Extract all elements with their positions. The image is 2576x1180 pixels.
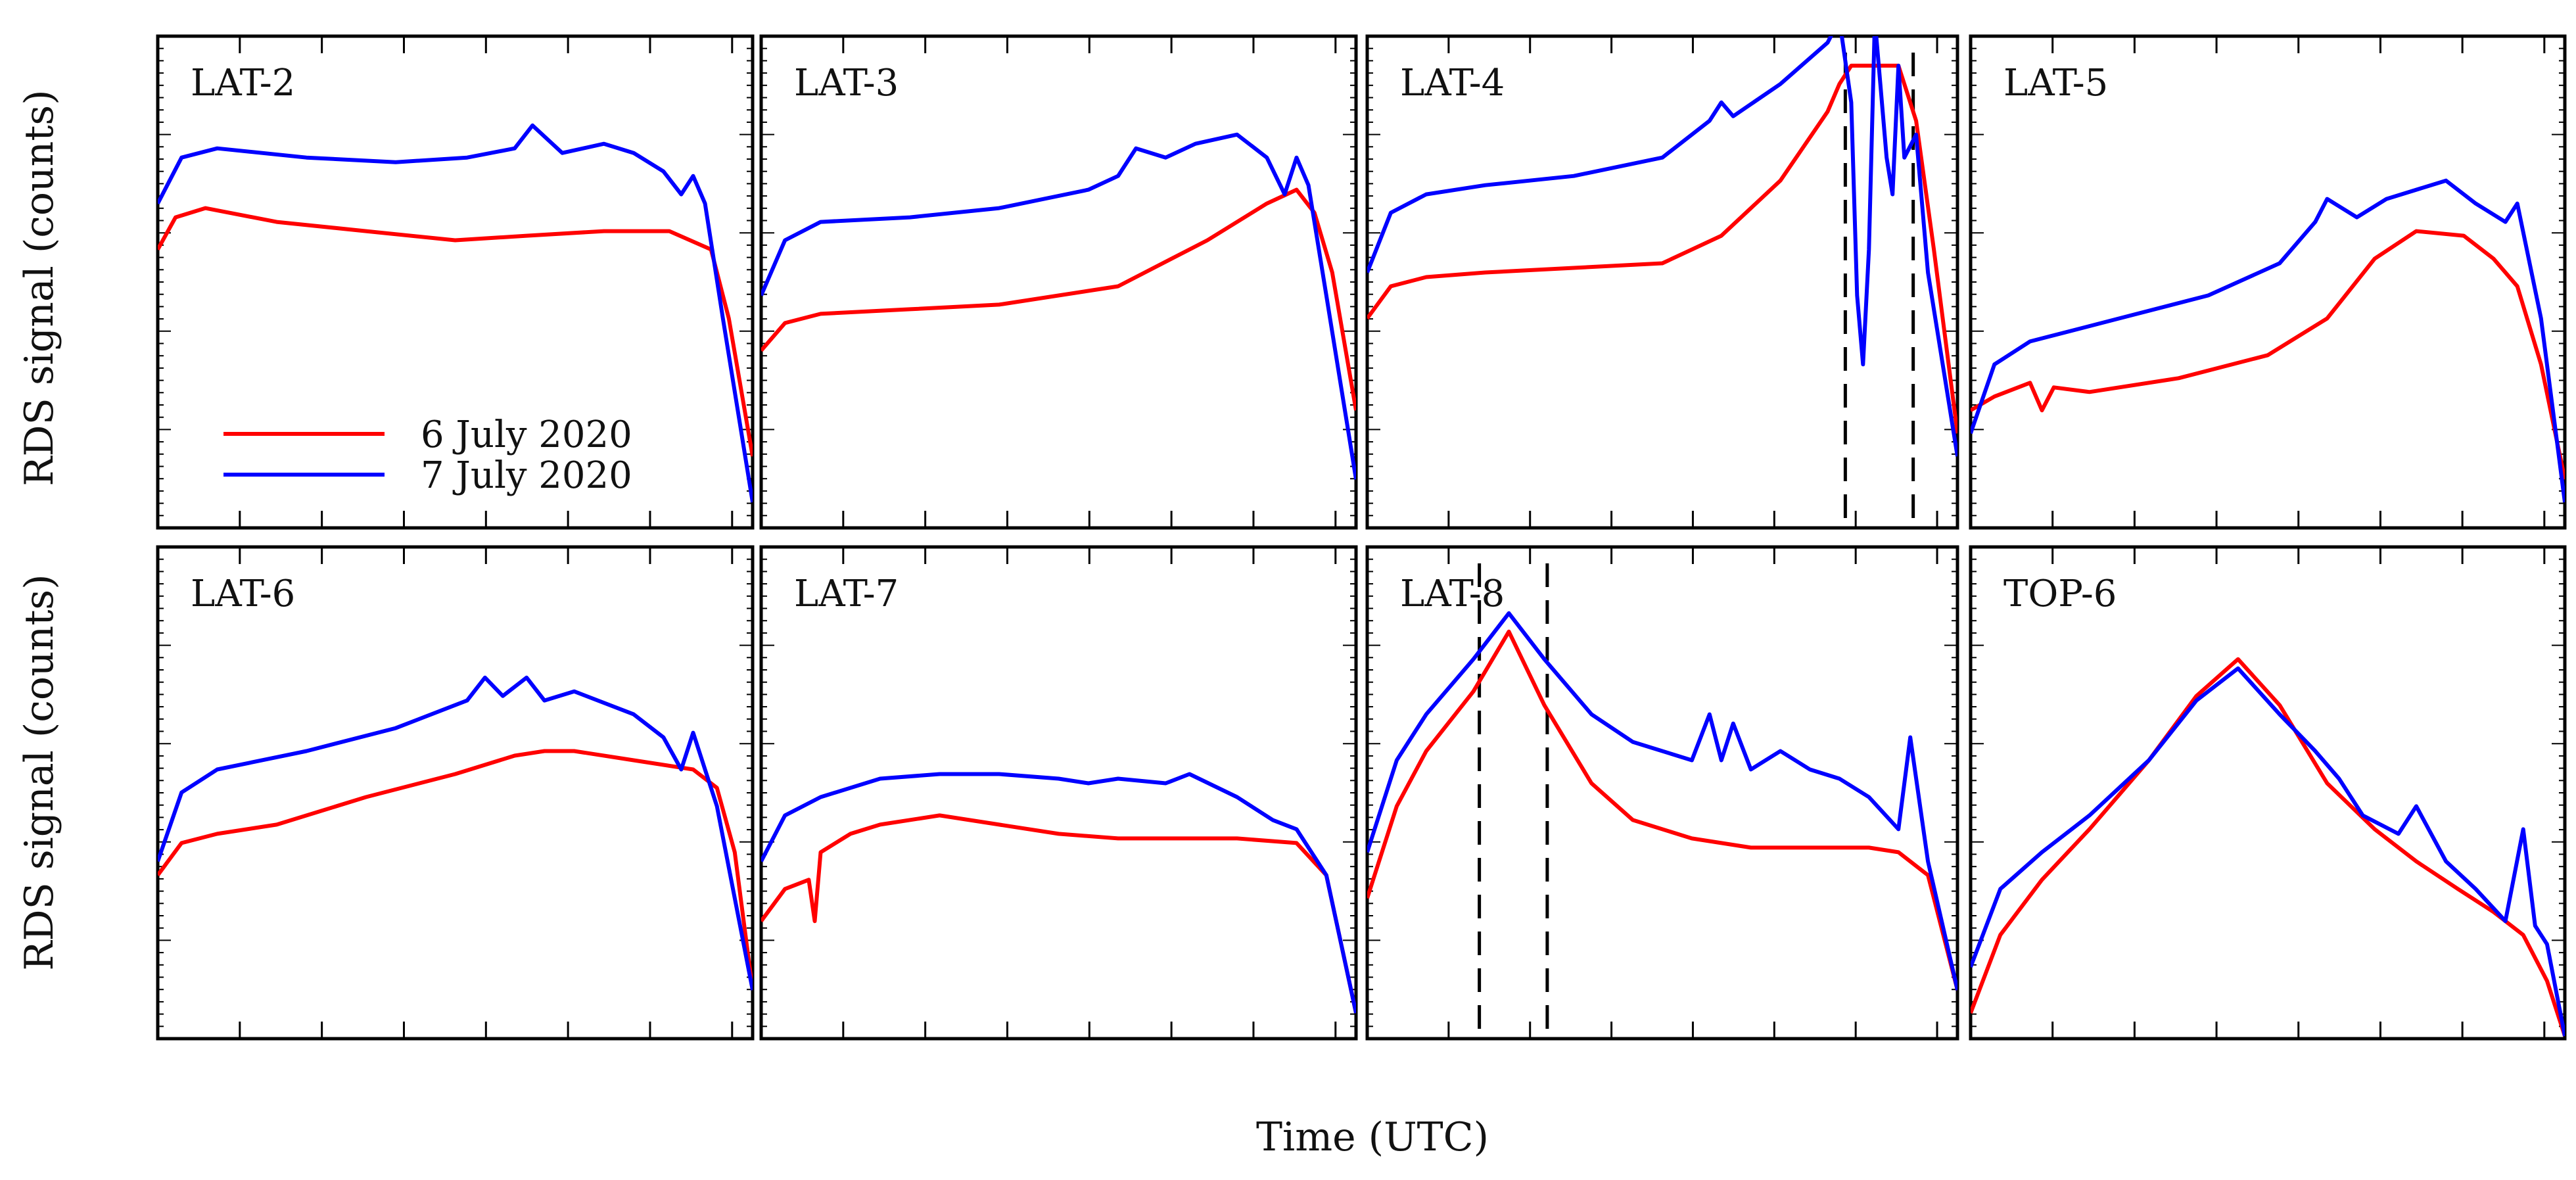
series-line-7-july-2020 xyxy=(1971,178,2565,503)
y-axis-label-top: RDS signal (counts) xyxy=(16,89,62,486)
panel-title-top-6: TOP-6 xyxy=(2003,573,2117,615)
series-line-6-july-2020 xyxy=(158,749,753,991)
panel-title-lat-4: LAT-4 xyxy=(1400,62,1505,105)
y-axis-label-bottom: RDS signal (counts) xyxy=(16,574,62,970)
panel-title-lat-3: LAT-3 xyxy=(794,62,899,105)
legend-label-7-july: 7 July 2020 xyxy=(421,454,632,497)
panel-frame xyxy=(759,545,1358,1041)
panel-top-6: TOP-6 xyxy=(1969,545,2567,1041)
panels-group: LAT-2 LAT-3 LAT-4 LAT-5 LAT-6 LAT-7 LAT-8 TOP-6 xyxy=(156,34,2567,1041)
series-line-6-july-2020 xyxy=(1971,229,2565,480)
panel-lat-7: LAT-7 xyxy=(759,545,1358,1041)
panel-title-lat-8: LAT-8 xyxy=(1400,573,1505,615)
series-line-6-july-2020 xyxy=(761,187,1356,411)
panel-title-lat-2: LAT-2 xyxy=(191,62,295,105)
panel-frame xyxy=(1969,545,2567,1041)
series-line-7-july-2020 xyxy=(158,675,753,991)
panel-lat-3: LAT-3 xyxy=(759,34,1358,530)
series-line-7-july-2020 xyxy=(1971,666,2565,1037)
panel-title-lat-7: LAT-7 xyxy=(794,573,899,615)
panel-frame xyxy=(1365,545,1959,1041)
series-line-7-july-2020 xyxy=(761,132,1356,480)
panel-frame xyxy=(1969,34,2567,530)
series-line-7-july-2020 xyxy=(761,772,1356,1014)
series-line-7-july-2020 xyxy=(1367,611,1957,991)
panel-frame xyxy=(156,545,755,1041)
series-line-6-july-2020 xyxy=(1367,629,1957,991)
panel-title-lat-6: LAT-6 xyxy=(191,573,295,615)
series-line-6-july-2020 xyxy=(1367,63,1957,434)
legend: 6 July 2020 7 July 2020 xyxy=(223,413,632,497)
panel-lat-6: LAT-6 xyxy=(156,545,755,1041)
legend-label-6-july: 6 July 2020 xyxy=(421,413,632,456)
series-line-7-july-2020 xyxy=(158,123,753,503)
series-line-7-july-2020 xyxy=(1367,36,1957,457)
series-line-6-july-2020 xyxy=(761,813,1356,1014)
x-axis-label: Time (UTC) xyxy=(1256,1114,1489,1160)
series-line-6-july-2020 xyxy=(1971,657,2565,1037)
panel-title-lat-5: LAT-5 xyxy=(2003,62,2108,105)
panel-lat-4: LAT-4 xyxy=(1365,34,1959,530)
panel-frame xyxy=(759,34,1358,530)
panel-lat-5: LAT-5 xyxy=(1969,34,2567,530)
panel-lat-2: LAT-2 xyxy=(156,34,755,530)
panel-lat-8: LAT-8 xyxy=(1365,545,1959,1041)
